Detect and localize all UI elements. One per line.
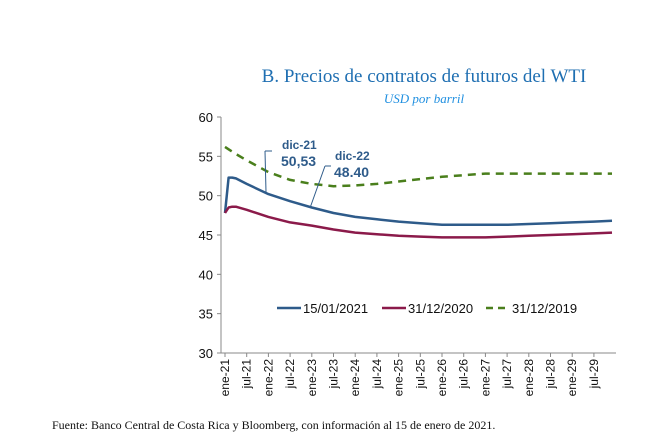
series-line-0 bbox=[223, 176, 613, 227]
x-tick-label: ene-24 bbox=[348, 359, 362, 397]
x-tick-label: jul-23 bbox=[327, 359, 341, 390]
x-tick-label: ene-21 bbox=[218, 359, 232, 397]
y-tick-label: 45 bbox=[199, 228, 213, 243]
source-note: Fuente: Banco Central de Costa Rica y Bl… bbox=[52, 418, 495, 432]
x-tick-label: ene-23 bbox=[305, 359, 319, 397]
y-tick-label: 55 bbox=[199, 149, 213, 164]
series-line-2 bbox=[224, 145, 612, 188]
x-tick-label: jul-27 bbox=[500, 359, 514, 390]
legend-label-0: 15/01/2021 bbox=[303, 301, 368, 316]
legend-label-1: 31/12/2020 bbox=[408, 301, 473, 316]
y-tick-label: 60 bbox=[199, 110, 213, 125]
x-tick-label: jul-24 bbox=[370, 359, 384, 390]
x-tick-label: jul-25 bbox=[413, 359, 427, 390]
y-tick-label: 30 bbox=[199, 346, 213, 361]
annotation-value-dic21: 50,53 bbox=[281, 153, 316, 169]
series-line-1 bbox=[223, 205, 613, 239]
annotation-label-dic22: dic-22 bbox=[335, 149, 370, 163]
x-tick-label: ene-29 bbox=[565, 359, 579, 397]
y-tick-label: 40 bbox=[199, 267, 213, 282]
x-tick-label: ene-22 bbox=[261, 359, 275, 397]
legend-label-2: 31/12/2019 bbox=[512, 301, 577, 316]
chart-title: B. Precios de contratos de futuros del W… bbox=[262, 66, 587, 87]
x-tick-label: jul-29 bbox=[587, 359, 601, 390]
annotations: dic-21 50,53 dic-22 48.40 bbox=[264, 138, 370, 209]
legend: 15/01/2021 31/12/2020 31/12/2019 bbox=[277, 301, 577, 316]
annotation-leader bbox=[309, 165, 326, 209]
y-tick-label: 50 bbox=[199, 189, 213, 204]
x-tick-label: jul-22 bbox=[283, 359, 297, 390]
x-tick-label: ene-26 bbox=[435, 359, 449, 397]
x-tick-label: jul-21 bbox=[240, 359, 254, 390]
x-tick-label: ene-27 bbox=[478, 359, 492, 397]
annotation-label-dic21: dic-21 bbox=[282, 138, 317, 152]
x-tick-label: jul-26 bbox=[457, 359, 471, 390]
annotation-leader bbox=[264, 150, 267, 193]
chart-subtitle: USD por barril bbox=[384, 91, 465, 106]
annotation-value-dic22: 48.40 bbox=[334, 164, 369, 180]
x-tick-label: ene-25 bbox=[392, 359, 406, 397]
y-tick-label: 35 bbox=[199, 307, 213, 322]
x-tick-label: jul-28 bbox=[544, 359, 558, 390]
x-tick-label: ene-28 bbox=[522, 359, 536, 397]
